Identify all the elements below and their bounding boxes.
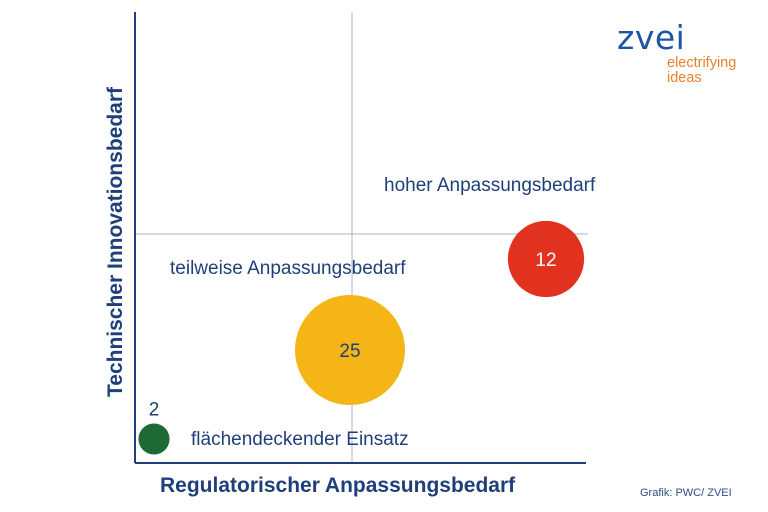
logo-tagline-line2: ideas — [667, 70, 702, 86]
bubble-25 — [295, 295, 405, 405]
source-note: Grafik: PWC/ ZVEI — [640, 487, 732, 499]
logo-wordmark: zvei — [617, 18, 686, 57]
quadrant-label-partial: teilweise Anpassungsbedarf — [170, 258, 406, 279]
zvei-logo: zvei electrifying ideas — [617, 20, 736, 86]
bubble-label-2: 2 — [149, 399, 160, 420]
bubble-label-12: 12 — [535, 250, 556, 271]
bubble-label-25: 25 — [339, 341, 360, 362]
logo-tagline-line1: electrifying — [667, 55, 737, 71]
y-axis-label: Technischer Innovationsbedarf — [104, 86, 127, 398]
quadrant-label-widespread: flächendeckender Einsatz — [191, 429, 409, 450]
x-axis-label: Regulatorischer Anpassungsbedarf — [160, 474, 516, 497]
bubble-2 — [138, 423, 170, 455]
quadrant-label-high: hoher Anpassungsbedarf — [384, 175, 596, 196]
bubble-12 — [507, 220, 585, 298]
